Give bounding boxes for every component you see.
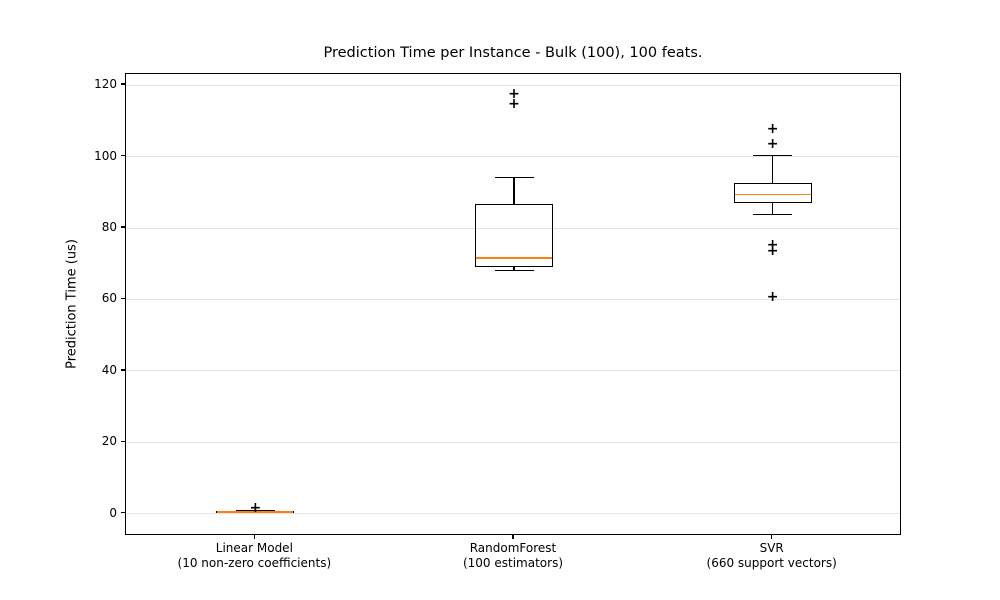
y-tick-mark-100 xyxy=(121,154,125,157)
flier-2-1: + xyxy=(766,135,779,152)
x-tick-label-line2: (100 estimators) xyxy=(462,556,564,570)
x-tick-label-1: RandomForest (100 estimators) xyxy=(463,541,563,571)
chart-title: Prediction Time per Instance - Bulk (100… xyxy=(323,45,703,61)
y-tick-mark-40 xyxy=(121,369,125,371)
y-tick-label-0: 0 xyxy=(109,505,117,520)
y-tick-label-60: 60 xyxy=(101,291,117,306)
gridline-y-120 xyxy=(126,84,900,86)
lower-whisker-1 xyxy=(513,266,515,271)
upper-whisker-cap-0 xyxy=(235,510,275,512)
box-1 xyxy=(475,203,553,267)
flier-2-2: + xyxy=(766,236,779,253)
flier-0-0: + xyxy=(249,500,262,517)
upper-whisker-cap-2 xyxy=(753,154,793,157)
plot-area: + + + + + + + + xyxy=(125,73,901,535)
gridline-y-20 xyxy=(126,441,900,443)
gridline-y-80 xyxy=(126,227,900,229)
x-tick-mark-0 xyxy=(253,535,255,539)
flier-1-1: + xyxy=(508,85,520,102)
flier-2-0: + xyxy=(766,121,779,138)
x-tick-mark-1 xyxy=(512,535,514,539)
flier-1-0: + xyxy=(508,95,520,112)
lower-whisker-2 xyxy=(772,203,774,215)
y-tick-label-40: 40 xyxy=(101,362,117,377)
box-2 xyxy=(733,183,812,204)
gridline-y-40 xyxy=(126,370,900,372)
gridline-y-60 xyxy=(126,298,900,300)
x-tick-label-line1: Linear Model xyxy=(215,541,293,555)
upper-whisker-1 xyxy=(513,177,515,204)
y-tick-label-120: 120 xyxy=(94,77,117,92)
y-tick-label-20: 20 xyxy=(101,434,117,449)
x-tick-mark-2 xyxy=(771,535,773,539)
x-tick-label-line1: SVR xyxy=(759,541,784,555)
y-tick-mark-80 xyxy=(121,226,125,228)
gridline-y-0 xyxy=(126,513,900,515)
y-tick-label-100: 100 xyxy=(94,148,117,163)
lower-whisker-cap-2 xyxy=(753,213,793,215)
x-tick-label-line2: (660 support vectors) xyxy=(706,556,837,570)
y-tick-label-80: 80 xyxy=(101,220,117,234)
upper-whisker-2 xyxy=(772,155,774,184)
x-tick-label-line1: RandomForest xyxy=(469,541,557,555)
gridline-y-100 xyxy=(126,156,900,158)
x-tick-label-line2: (10 non-zero coefficients) xyxy=(177,556,332,570)
lower-whisker-cap-1 xyxy=(494,269,534,271)
y-tick-mark-20 xyxy=(121,440,125,442)
y-tick-mark-0 xyxy=(121,512,125,514)
median-0 xyxy=(217,510,294,513)
y-tick-mark-60 xyxy=(121,297,125,300)
flier-2-4: + xyxy=(766,288,779,305)
median-2 xyxy=(734,193,811,196)
median-1 xyxy=(476,257,552,260)
x-tick-label-0: Linear Model (10 non-zero coefficients) xyxy=(178,541,332,571)
x-tick-label-2: SVR (660 support vectors) xyxy=(707,541,837,571)
flier-2-3: + xyxy=(766,242,779,259)
y-tick-mark-120 xyxy=(121,83,125,85)
upper-whisker-cap-1 xyxy=(494,177,534,179)
